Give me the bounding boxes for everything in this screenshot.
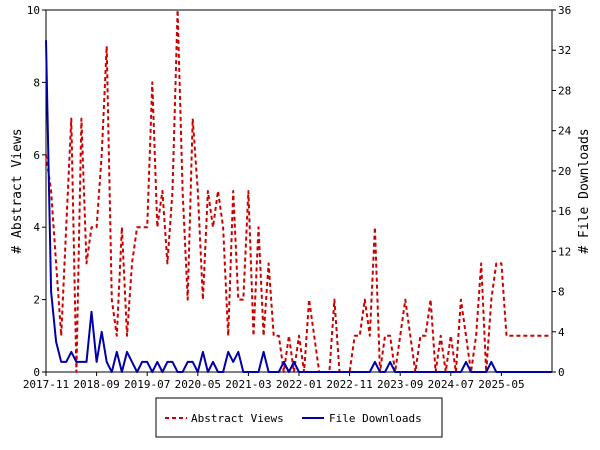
x-tick-label: 2018-09	[73, 378, 119, 391]
legend-box	[155, 397, 443, 438]
series-line-file-downloads	[45, 40, 552, 373]
y-right-tick-label: 8	[558, 286, 565, 299]
y-right-tick-label: 12	[558, 245, 571, 258]
x-tick-label: 2017-11	[23, 378, 69, 391]
x-tick-label: 2022-01	[276, 378, 322, 391]
y-right-tick-label: 16	[558, 205, 571, 218]
y-right-tick-label: 0	[558, 366, 565, 379]
y-axis-left-title: # Abstract Views	[10, 128, 25, 253]
y-right-tick-label: 32	[558, 44, 571, 57]
x-tick-label: 2025-05	[478, 378, 524, 391]
y-left-tick-label: 0	[33, 366, 40, 379]
y-right-tick-label: 28	[558, 84, 571, 97]
y-left-tick-label: 8	[33, 76, 40, 89]
legend-label-file-downloads: File Downloads	[329, 412, 422, 425]
y-left-tick-label: 10	[27, 4, 40, 17]
y-right-tick-label: 36	[558, 4, 571, 17]
legend-label-abstract-views: Abstract Views	[191, 412, 284, 425]
y-right-tick-label: 4	[558, 326, 565, 339]
x-tick-label: 2021-03	[225, 378, 271, 391]
y-right-tick-label: 24	[558, 125, 572, 138]
y-left-tick-label: 6	[33, 149, 40, 162]
x-tick-label: 2020-05	[175, 378, 221, 391]
x-tick-label: 2022-11	[326, 378, 372, 391]
x-tick-label: 2024-07	[428, 378, 474, 391]
y-left-tick-label: 2	[33, 294, 40, 307]
x-tick-label: 2019-07	[124, 378, 170, 391]
y-left-tick-label: 4	[33, 221, 40, 234]
y-right-tick-label: 20	[558, 165, 571, 178]
y-axis-right-title: # File Downloads	[577, 128, 592, 253]
x-tick-label: 2023-09	[377, 378, 423, 391]
series-line-abstract-views	[45, 9, 552, 373]
legend: Abstract Views File Downloads	[155, 397, 443, 438]
